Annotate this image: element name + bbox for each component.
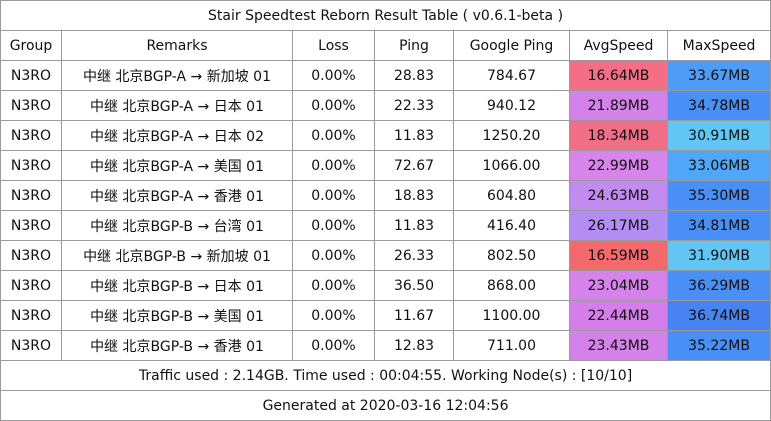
cell-loss: 0.00% — [292, 90, 375, 121]
cell-google-ping: 940.12 — [453, 90, 570, 121]
cell-max-speed: 36.29MB — [666, 270, 771, 301]
cell-avg-speed: 16.64MB — [569, 60, 668, 91]
column-header-group: Group — [0, 30, 62, 61]
cell-group: N3RO — [0, 300, 62, 331]
column-header-ping: Ping — [374, 30, 454, 61]
cell-google-ping: 711.00 — [453, 330, 570, 361]
cell-ping: 72.67 — [374, 150, 454, 181]
cell-group: N3RO — [0, 270, 62, 301]
cell-google-ping: 1066.00 — [453, 150, 570, 181]
table-row: N3RO 中继 北京BGP-B → 日本 01 0.00% 36.50 868.00 23… — [0, 270, 771, 301]
cell-loss: 0.00% — [292, 240, 375, 271]
cell-max-speed: 33.06MB — [666, 150, 771, 181]
footer-traffic-row: Traffic used : 2.14GB. Time used : 00:04… — [0, 360, 771, 391]
cell-loss: 0.00% — [292, 300, 375, 331]
cell-group: N3RO — [0, 150, 62, 181]
cell-loss: 0.00% — [292, 150, 375, 181]
column-header-loss: Loss — [292, 30, 375, 61]
cell-ping: 12.83 — [374, 330, 454, 361]
table-title: Stair Speedtest Reborn Result Table ( v0… — [0, 0, 771, 31]
cell-group: N3RO — [0, 60, 62, 91]
cell-avg-speed: 18.34MB — [569, 120, 668, 151]
cell-ping: 11.83 — [374, 210, 454, 241]
cell-avg-speed: 23.43MB — [569, 330, 668, 361]
cell-max-speed: 35.22MB — [666, 330, 771, 361]
table-row: N3RO 中继 北京BGP-B → 新加坡 01 0.00% 26.33 802.50 1… — [0, 240, 771, 271]
cell-group: N3RO — [0, 240, 62, 271]
cell-google-ping: 416.40 — [453, 210, 570, 241]
cell-remarks: 中继 北京BGP-A → 日本 02 — [61, 120, 293, 151]
column-header-avg-speed: AvgSpeed — [569, 30, 668, 61]
header-row: Group Remarks Loss Ping Google Ping AvgS… — [0, 30, 771, 61]
cell-loss: 0.00% — [292, 330, 375, 361]
cell-avg-speed: 22.44MB — [569, 300, 668, 331]
traffic-summary: Traffic used : 2.14GB. Time used : 00:04… — [0, 360, 771, 391]
generated-timestamp: Generated at 2020-03-16 12:04:56 — [0, 390, 771, 421]
cell-group: N3RO — [0, 180, 62, 211]
table-row: N3RO 中继 北京BGP-A → 新加坡 01 0.00% 28.83 784.67 1… — [0, 60, 771, 91]
table-row: N3RO 中继 北京BGP-B → 美国 01 0.00% 11.67 1100.00 2… — [0, 300, 771, 331]
cell-remarks: 中继 北京BGP-B → 新加坡 01 — [61, 240, 293, 271]
cell-google-ping: 802.50 — [453, 240, 570, 271]
table-row: N3RO 中继 北京BGP-A → 香港 01 0.00% 18.83 604.80 24… — [0, 180, 771, 211]
column-header-google-ping: Google Ping — [453, 30, 570, 61]
cell-ping: 11.83 — [374, 120, 454, 151]
cell-remarks: 中继 北京BGP-A → 新加坡 01 — [61, 60, 293, 91]
cell-avg-speed: 22.99MB — [569, 150, 668, 181]
cell-loss: 0.00% — [292, 180, 375, 211]
table-row: N3RO 中继 北京BGP-A → 日本 01 0.00% 22.33 940.12 21… — [0, 90, 771, 121]
title-row: Stair Speedtest Reborn Result Table ( v0… — [0, 0, 771, 31]
cell-ping: 18.83 — [374, 180, 454, 211]
cell-remarks: 中继 北京BGP-A → 美国 01 — [61, 150, 293, 181]
cell-max-speed: 34.81MB — [666, 210, 771, 241]
cell-max-speed: 33.67MB — [666, 60, 771, 91]
cell-avg-speed: 26.17MB — [569, 210, 668, 241]
cell-ping: 28.83 — [374, 60, 454, 91]
cell-group: N3RO — [0, 210, 62, 241]
cell-google-ping: 784.67 — [453, 60, 570, 91]
cell-loss: 0.00% — [292, 210, 375, 241]
cell-loss: 0.00% — [292, 270, 375, 301]
table-row: N3RO 中继 北京BGP-A → 美国 01 0.00% 72.67 1066.00 2… — [0, 150, 771, 181]
cell-avg-speed: 23.04MB — [569, 270, 668, 301]
cell-group: N3RO — [0, 330, 62, 361]
column-header-remarks: Remarks — [61, 30, 293, 61]
table-row: N3RO 中继 北京BGP-B → 台湾 01 0.00% 11.83 416.40 26… — [0, 210, 771, 241]
cell-max-speed: 36.74MB — [666, 300, 771, 331]
table-row: N3RO 中继 北京BGP-A → 日本 02 0.00% 11.83 1250.20 1… — [0, 120, 771, 151]
cell-google-ping: 1100.00 — [453, 300, 570, 331]
cell-max-speed: 30.91MB — [666, 120, 771, 151]
cell-max-speed: 35.30MB — [666, 180, 771, 211]
cell-google-ping: 868.00 — [453, 270, 570, 301]
column-header-max-speed: MaxSpeed — [666, 30, 771, 61]
cell-avg-speed: 24.63MB — [569, 180, 668, 211]
cell-remarks: 中继 北京BGP-B → 台湾 01 — [61, 210, 293, 241]
cell-max-speed: 31.90MB — [666, 240, 771, 271]
cell-remarks: 中继 北京BGP-A → 日本 01 — [61, 90, 293, 121]
footer-generated-row: Generated at 2020-03-16 12:04:56 — [0, 390, 771, 421]
cell-avg-speed: 16.59MB — [569, 240, 668, 271]
cell-ping: 26.33 — [374, 240, 454, 271]
cell-ping: 22.33 — [374, 90, 454, 121]
cell-remarks: 中继 北京BGP-A → 香港 01 — [61, 180, 293, 211]
table-row: N3RO 中继 北京BGP-B → 香港 01 0.00% 12.83 711.00 23… — [0, 330, 771, 361]
cell-remarks: 中继 北京BGP-B → 美国 01 — [61, 300, 293, 331]
cell-group: N3RO — [0, 90, 62, 121]
cell-group: N3RO — [0, 120, 62, 151]
cell-loss: 0.00% — [292, 60, 375, 91]
cell-avg-speed: 21.89MB — [569, 90, 668, 121]
cell-max-speed: 34.78MB — [666, 90, 771, 121]
cell-ping: 36.50 — [374, 270, 454, 301]
cell-google-ping: 604.80 — [453, 180, 570, 211]
cell-loss: 0.00% — [292, 120, 375, 151]
cell-ping: 11.67 — [374, 300, 454, 331]
cell-remarks: 中继 北京BGP-B → 日本 01 — [61, 270, 293, 301]
cell-remarks: 中继 北京BGP-B → 香港 01 — [61, 330, 293, 361]
cell-google-ping: 1250.20 — [453, 120, 570, 151]
